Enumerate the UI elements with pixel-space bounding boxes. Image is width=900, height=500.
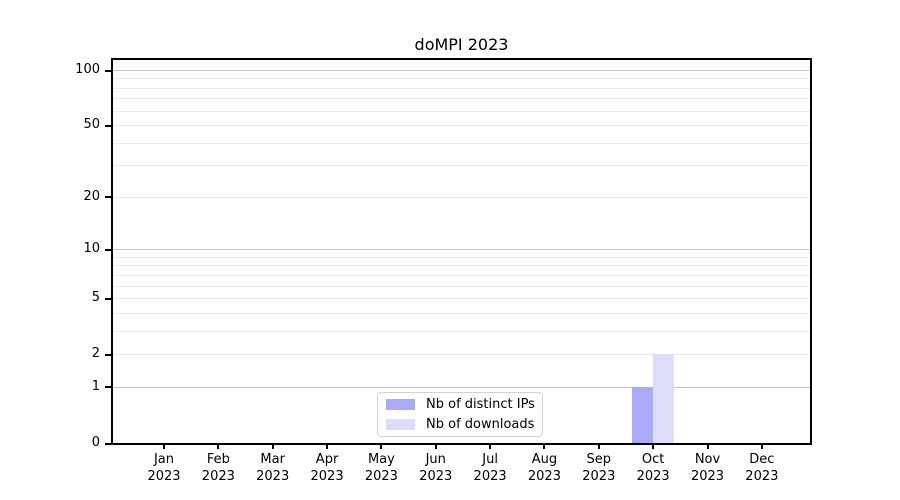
y-tick-label: 50	[83, 117, 100, 133]
x-tick-year: 2023	[582, 469, 616, 484]
plot-area: 0 1 2 5 10 20 50 100 Jan 2023 Feb 2023 Mar 2023 Apr 202…	[75, 58, 812, 484]
x-tick-year: 2023	[690, 469, 725, 484]
gridline-major	[113, 386, 810, 388]
y-tick-label: 100	[75, 62, 100, 77]
gridline-minor	[113, 354, 810, 356]
x-tick-month: Jun	[425, 452, 446, 467]
x-tick	[380, 443, 383, 449]
gridline-minor	[113, 165, 810, 167]
gridline-minor	[113, 274, 810, 276]
legend-label: Nb of downloads	[426, 417, 535, 432]
y-tick	[105, 196, 112, 199]
x-tick	[543, 443, 546, 449]
gridline-minor	[113, 330, 810, 332]
gridline-minor	[113, 78, 810, 80]
x-tick-month: Jul	[482, 452, 498, 467]
x-tick-month: Sep	[586, 452, 612, 467]
x-tick-year: 2023	[473, 469, 507, 484]
y-tick-label: 20	[83, 188, 100, 204]
legend: Nb of distinct IPs Nb of downloads	[377, 392, 543, 437]
gridline-minor	[113, 196, 810, 198]
x-tick-label-mar: Mar 2023	[241, 451, 305, 485]
x-tick-label-jul: Jul 2023	[458, 451, 522, 485]
x-tick-year: 2023	[256, 469, 290, 484]
y-tick	[105, 297, 112, 300]
gridline-minor	[113, 285, 810, 287]
x-tick-label-feb: Feb 2023	[186, 451, 250, 485]
y-tick	[105, 442, 112, 445]
x-tick	[434, 443, 437, 449]
y-tick	[105, 248, 112, 251]
x-tick-year: 2023	[745, 469, 779, 484]
x-tick-month: Jan	[153, 452, 175, 467]
x-tick-year: 2023	[636, 469, 670, 484]
bar-nb-of-downloads-oct	[653, 354, 675, 443]
x-tick-label-jan: Jan 2023	[132, 451, 196, 485]
x-tick-year: 2023	[147, 469, 181, 484]
y-tick	[105, 124, 112, 127]
legend-swatch	[386, 419, 415, 430]
legend-item-nb-of-downloads: Nb of downloads	[386, 418, 534, 431]
x-tick	[597, 443, 600, 449]
legend-swatch	[386, 399, 415, 410]
gridline-minor	[113, 298, 810, 300]
x-tick	[652, 443, 655, 449]
y-tick-label: 5	[91, 290, 100, 306]
legend-item-nb-of-distinct-ips: Nb of distinct IPs	[386, 397, 535, 412]
x-tick-year: 2023	[310, 469, 344, 484]
x-tick-year: 2023	[527, 469, 561, 484]
gridline-major	[113, 70, 810, 71]
gridline-minor	[113, 110, 810, 112]
x-tick-label-jun: Jun 2023	[404, 451, 468, 485]
legend-label: Nb of distinct IPs	[426, 397, 535, 412]
x-tick-month: Dec	[749, 452, 775, 467]
y-tick	[105, 69, 112, 72]
x-tick-label-aug: Aug 2023	[512, 451, 576, 485]
x-tick-year: 2023	[364, 469, 398, 484]
gridline-minor	[113, 125, 810, 127]
x-tick-label-nov: Nov 2023	[676, 451, 740, 485]
gridline-minor	[113, 256, 810, 258]
x-tick	[489, 443, 492, 449]
gridline-major	[113, 249, 810, 251]
bar-nb-of-distinct-ips-oct	[632, 386, 654, 443]
x-tick-month: Oct	[641, 452, 665, 467]
x-tick-month: Aug	[531, 452, 558, 467]
x-tick	[217, 443, 220, 449]
x-tick-month: Apr	[315, 452, 339, 467]
y-tick-label: 0	[91, 435, 100, 450]
gridline-minor	[113, 142, 810, 144]
x-tick-month: Mar	[260, 452, 285, 467]
x-tick-year: 2023	[201, 469, 235, 484]
y-tick	[105, 386, 112, 389]
y-tick-label: 1	[91, 378, 100, 394]
x-tick	[326, 443, 329, 449]
x-tick-month: Feb	[206, 452, 230, 467]
x-tick	[163, 443, 165, 449]
x-tick-label-oct: Oct 2023	[621, 451, 685, 485]
x-tick	[271, 443, 274, 449]
x-tick-year: 2023	[419, 469, 453, 484]
x-tick	[706, 443, 709, 449]
gridline-minor	[113, 87, 810, 89]
x-tick-month: Nov	[694, 452, 721, 467]
x-tick	[760, 443, 763, 449]
y-tick-label: 2	[91, 346, 100, 362]
gridline-minor	[113, 98, 810, 100]
y-tick	[105, 353, 112, 356]
x-tick-month: May	[367, 452, 395, 467]
gridline-minor	[113, 312, 810, 314]
chart-title: doMPI 2023	[414, 35, 509, 54]
gridline-minor	[113, 265, 810, 267]
x-tick-label-may: May 2023	[349, 451, 413, 485]
x-tick-label-sep: Sep 2023	[567, 451, 631, 485]
y-tick-label: 10	[83, 241, 100, 257]
x-tick-label-dec: Dec 2023	[730, 451, 794, 485]
x-tick-label-apr: Apr 2023	[295, 451, 359, 485]
